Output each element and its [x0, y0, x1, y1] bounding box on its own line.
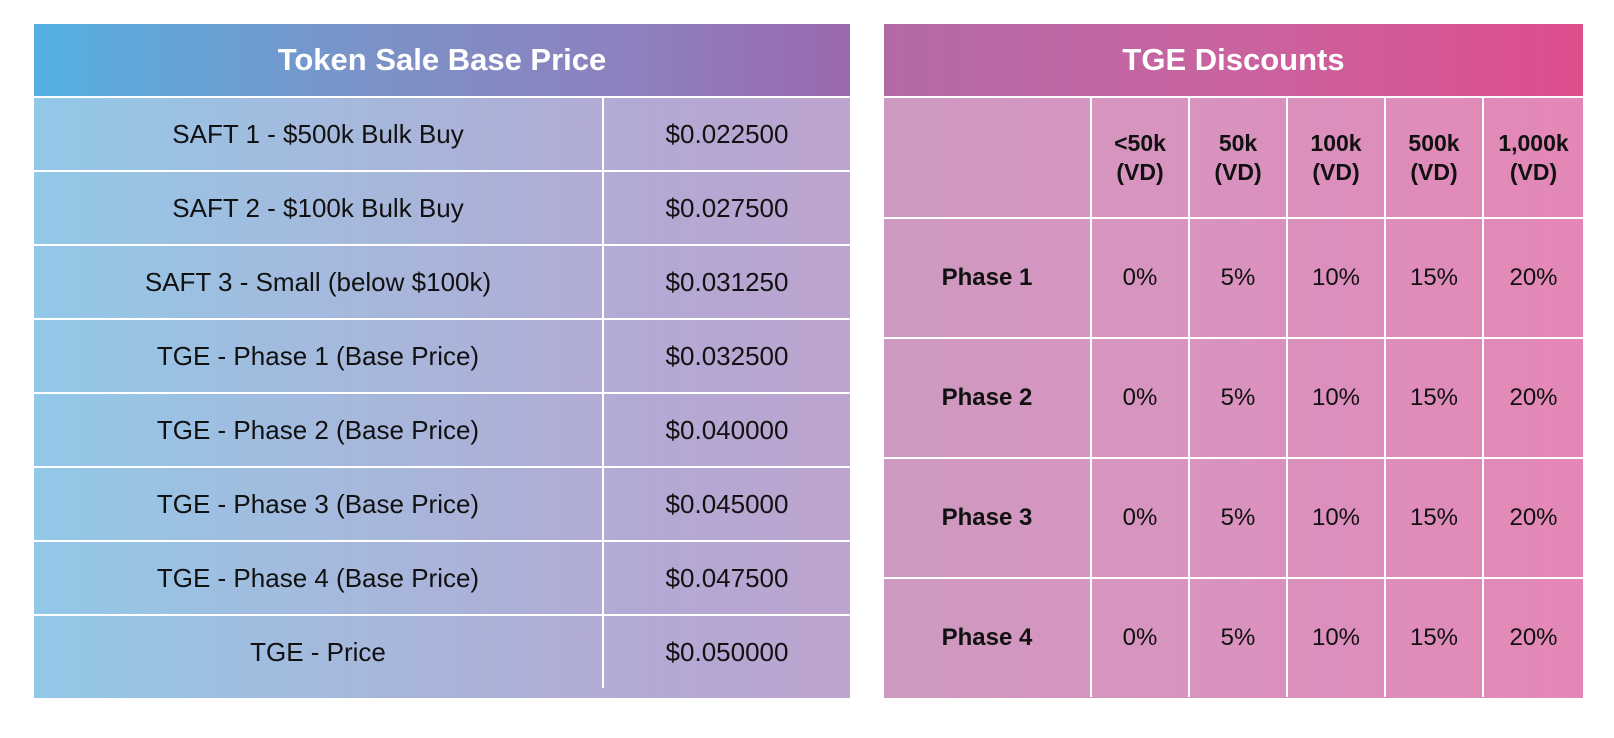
discount-value: 15%: [1386, 339, 1484, 457]
price-value: $0.031250: [665, 266, 789, 297]
table-row: TGE - Price $0.050000: [34, 614, 850, 688]
table-row: TGE - Phase 3 (Base Price) $0.045000: [34, 466, 850, 540]
discount-value: 0%: [1092, 219, 1190, 337]
discount-value: 20%: [1509, 624, 1558, 651]
price-label: TGE - Phase 3 (Base Price): [34, 468, 604, 540]
discount-value: 10%: [1288, 339, 1386, 457]
price-value: $0.050000: [665, 636, 789, 667]
discount-value: 15%: [1386, 219, 1484, 337]
column-header: 500k (VD): [1386, 98, 1484, 217]
price-label: TGE - Phase 1 (Base Price): [34, 320, 604, 392]
price-value: $0.040000: [665, 414, 789, 445]
token-sale-base-price-table: Token Sale Base Price SAFT 1 - $500k Bul…: [34, 24, 850, 698]
price-value: $0.022500: [665, 118, 789, 149]
discount-value: 20%: [1509, 264, 1558, 291]
phase-label: Phase 4: [884, 579, 1092, 697]
discount-value: 0%: [1092, 339, 1190, 457]
discount-value: 5%: [1190, 579, 1288, 697]
table-row: SAFT 1 - $500k Bulk Buy $0.022500: [34, 96, 850, 170]
column-header: 100k (VD): [1288, 98, 1386, 217]
column-header: <50k (VD): [1092, 98, 1190, 217]
corner-cell: [884, 98, 1092, 217]
table-row: SAFT 3 - Small (below $100k) $0.031250: [34, 244, 850, 318]
discount-value: 0%: [1092, 579, 1190, 697]
table-row: Phase 4 0% 5% 10% 15% 20%: [884, 577, 1583, 697]
discount-value: 15%: [1386, 579, 1484, 697]
tge-discounts-table: TGE Discounts <50k (VD) 50k (VD) 100k (VD) …: [884, 24, 1583, 698]
discount-value: 5%: [1190, 459, 1288, 577]
discount-header-row: <50k (VD) 50k (VD) 100k (VD) 500k (VD) 1,000…: [884, 96, 1583, 217]
column-header: 1,000k (VD): [1498, 129, 1569, 185]
discount-value: 10%: [1288, 579, 1386, 697]
discount-value: 20%: [1509, 504, 1558, 531]
discount-value: 0%: [1092, 459, 1190, 577]
price-label: SAFT 1 - $500k Bulk Buy: [34, 98, 604, 170]
discount-value: 5%: [1190, 219, 1288, 337]
table-row: TGE - Phase 2 (Base Price) $0.040000: [34, 392, 850, 466]
discount-value: 15%: [1386, 459, 1484, 577]
table-row: Phase 3 0% 5% 10% 15% 20%: [884, 457, 1583, 577]
discount-value: 10%: [1288, 219, 1386, 337]
table-row: TGE - Phase 1 (Base Price) $0.032500: [34, 318, 850, 392]
price-value: $0.027500: [665, 192, 789, 223]
table-row: Phase 2 0% 5% 10% 15% 20%: [884, 337, 1583, 457]
price-value: $0.047500: [665, 562, 789, 593]
phase-label: Phase 2: [884, 339, 1092, 457]
table-row: TGE - Phase 4 (Base Price) $0.047500: [34, 540, 850, 614]
price-label: TGE - Phase 2 (Base Price): [34, 394, 604, 466]
price-label: SAFT 2 - $100k Bulk Buy: [34, 172, 604, 244]
price-table-title: Token Sale Base Price: [34, 24, 850, 96]
price-value: $0.032500: [665, 340, 789, 371]
phase-label: Phase 1: [884, 219, 1092, 337]
table-row: SAFT 2 - $100k Bulk Buy $0.027500: [34, 170, 850, 244]
column-header: 50k (VD): [1190, 98, 1288, 217]
price-value: $0.045000: [665, 488, 789, 519]
price-label: TGE - Phase 4 (Base Price): [34, 542, 604, 614]
discount-value: 20%: [1509, 384, 1558, 411]
table-row: Phase 1 0% 5% 10% 15% 20%: [884, 217, 1583, 337]
discount-table-title: TGE Discounts: [884, 24, 1583, 96]
discount-value: 10%: [1288, 459, 1386, 577]
phase-label: Phase 3: [884, 459, 1092, 577]
price-label: TGE - Price: [34, 616, 604, 688]
price-label: SAFT 3 - Small (below $100k): [34, 246, 604, 318]
discount-value: 5%: [1190, 339, 1288, 457]
